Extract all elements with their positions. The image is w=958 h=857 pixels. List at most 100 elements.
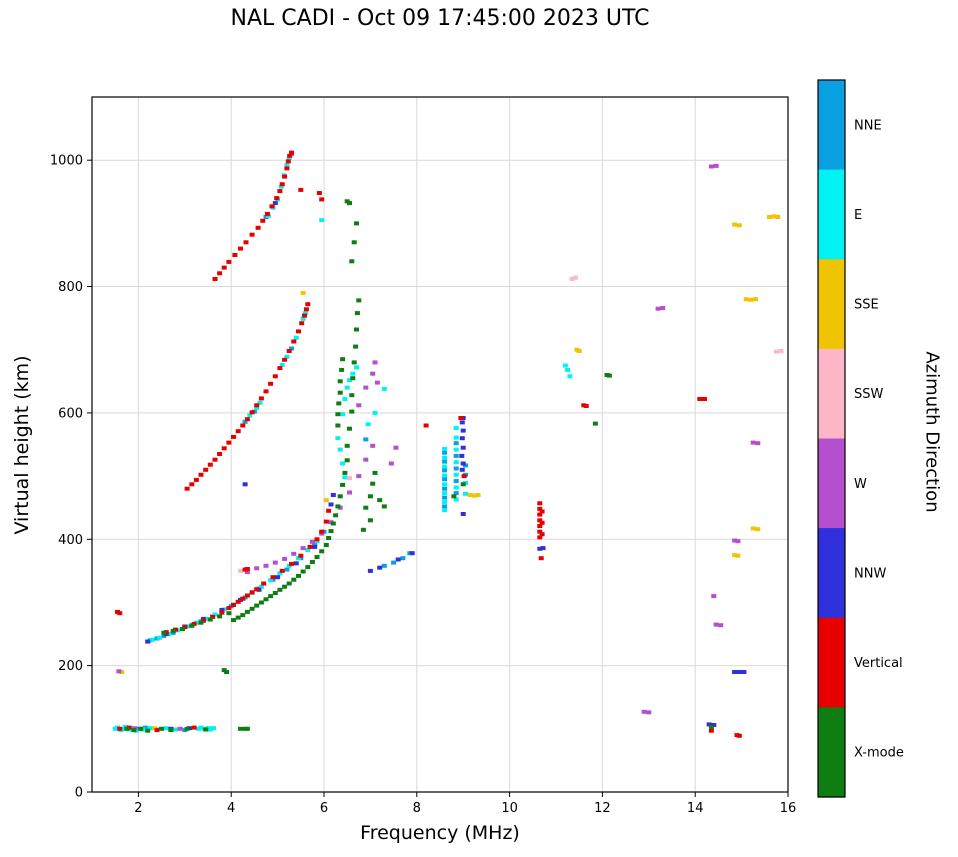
colorbar-segment-NNW [818,528,845,619]
data-point-Vertical [319,197,325,202]
data-point-W [660,306,666,310]
data-point-Vertical [305,302,311,307]
data-point-E [453,426,459,431]
colorbar-frame [817,79,846,798]
data-point-Vertical [702,397,707,401]
chart-title: NAL CADI - Oct 09 17:45:00 2023 UTC [230,6,650,31]
data-point-X-mode [272,591,278,595]
data-point-X-mode [282,584,288,589]
data-point-X-mode [296,573,301,578]
data-point-E [442,491,448,496]
data-point-Vertical [219,610,225,615]
data-point-X-mode [372,470,378,475]
data-point-X-mode [249,606,255,611]
data-point-Vertical [254,403,260,408]
data-point-W [356,403,362,408]
data-point-E [258,584,264,589]
data-point-NNE [400,556,406,561]
data-point-Vertical [191,725,197,730]
data-point-Vertical [298,553,304,558]
data-point-SSW [238,568,243,573]
data-point-Vertical [279,568,285,573]
data-point-Vertical [307,544,313,549]
data-point-E [277,571,283,576]
data-point-SSE [732,553,738,558]
data-point-X-mode [240,613,246,618]
data-point-Vertical [323,519,329,524]
data-point-W [646,710,652,715]
data-point-SSE [755,527,761,532]
data-point-W [750,440,756,445]
data-point-SSW [778,349,784,353]
data-point-NNW [312,544,318,549]
data-point-SSE [766,215,772,219]
data-point-X-mode [184,726,190,731]
data-point-E [296,556,301,561]
data-point-E [453,447,459,452]
data-point-E [453,472,459,477]
data-point-X-mode [319,549,325,554]
data-point-Vertical [423,423,429,428]
data-point-Vertical [314,537,320,542]
data-point-E [562,363,568,368]
colorbar-label-SSE: SSE [854,298,879,313]
data-point-W [711,594,717,599]
data-point-E [567,374,573,379]
data-point-Vertical [458,416,464,420]
data-point-NNW [741,670,747,674]
data-point-X-mode [238,726,243,731]
data-point-X-mode [328,529,334,534]
data-point-Vertical [289,150,294,155]
data-point-Vertical [207,462,213,467]
x-tick-label: 14 [687,801,704,816]
data-point-NNE [442,504,448,509]
data-point-W [244,570,250,575]
data-point-E [442,455,448,460]
x-tick-label: 16 [780,801,797,816]
data-point-Vertical [258,396,264,401]
y-tick-label: 200 [58,659,83,674]
data-point-Vertical [210,615,216,619]
data-point-X-mode [344,458,350,463]
data-point-E [211,726,217,731]
data-point-X-mode [337,379,343,384]
data-point-Vertical [212,277,218,281]
data-point-NNW [736,670,742,674]
data-point-W [291,551,297,556]
data-point-W [363,457,369,462]
data-point-NNW [395,557,401,562]
data-point-X-mode [131,728,137,733]
data-point-NNW [459,467,465,472]
data-point-X-mode [291,577,297,582]
data-point-Vertical [539,532,545,537]
data-point-W [300,546,306,551]
data-point-X-mode [354,311,360,316]
data-point-X-mode [258,600,264,605]
data-point-X-mode [244,726,250,731]
data-point-E [372,410,378,415]
data-point-NNW [293,561,299,566]
data-point-X-mode [339,367,345,372]
data-point-SSE [732,222,738,227]
data-point-E [347,378,352,383]
data-point-Vertical [249,232,255,237]
data-point-E [442,464,448,469]
data-point-X-mode [350,376,356,381]
colorbar-segment-SSE [818,259,845,350]
data-point-Vertical [189,482,195,487]
data-point-Vertical [316,191,322,195]
data-point-Vertical [232,253,238,257]
data-point-Vertical [263,389,269,394]
data-point-E [381,386,387,391]
data-point-Vertical [583,404,589,408]
data-point-E [212,612,218,617]
data-point-E [453,435,459,440]
data-point-NNE [391,560,397,565]
data-point-SSE [735,553,741,558]
data-point-Vertical [226,440,232,445]
data-point-NNW [460,428,466,433]
data-point-Vertical [286,349,292,353]
data-point-Vertical [298,187,304,192]
x-tick-label: 6 [320,801,328,816]
data-point-SSE [753,297,758,302]
